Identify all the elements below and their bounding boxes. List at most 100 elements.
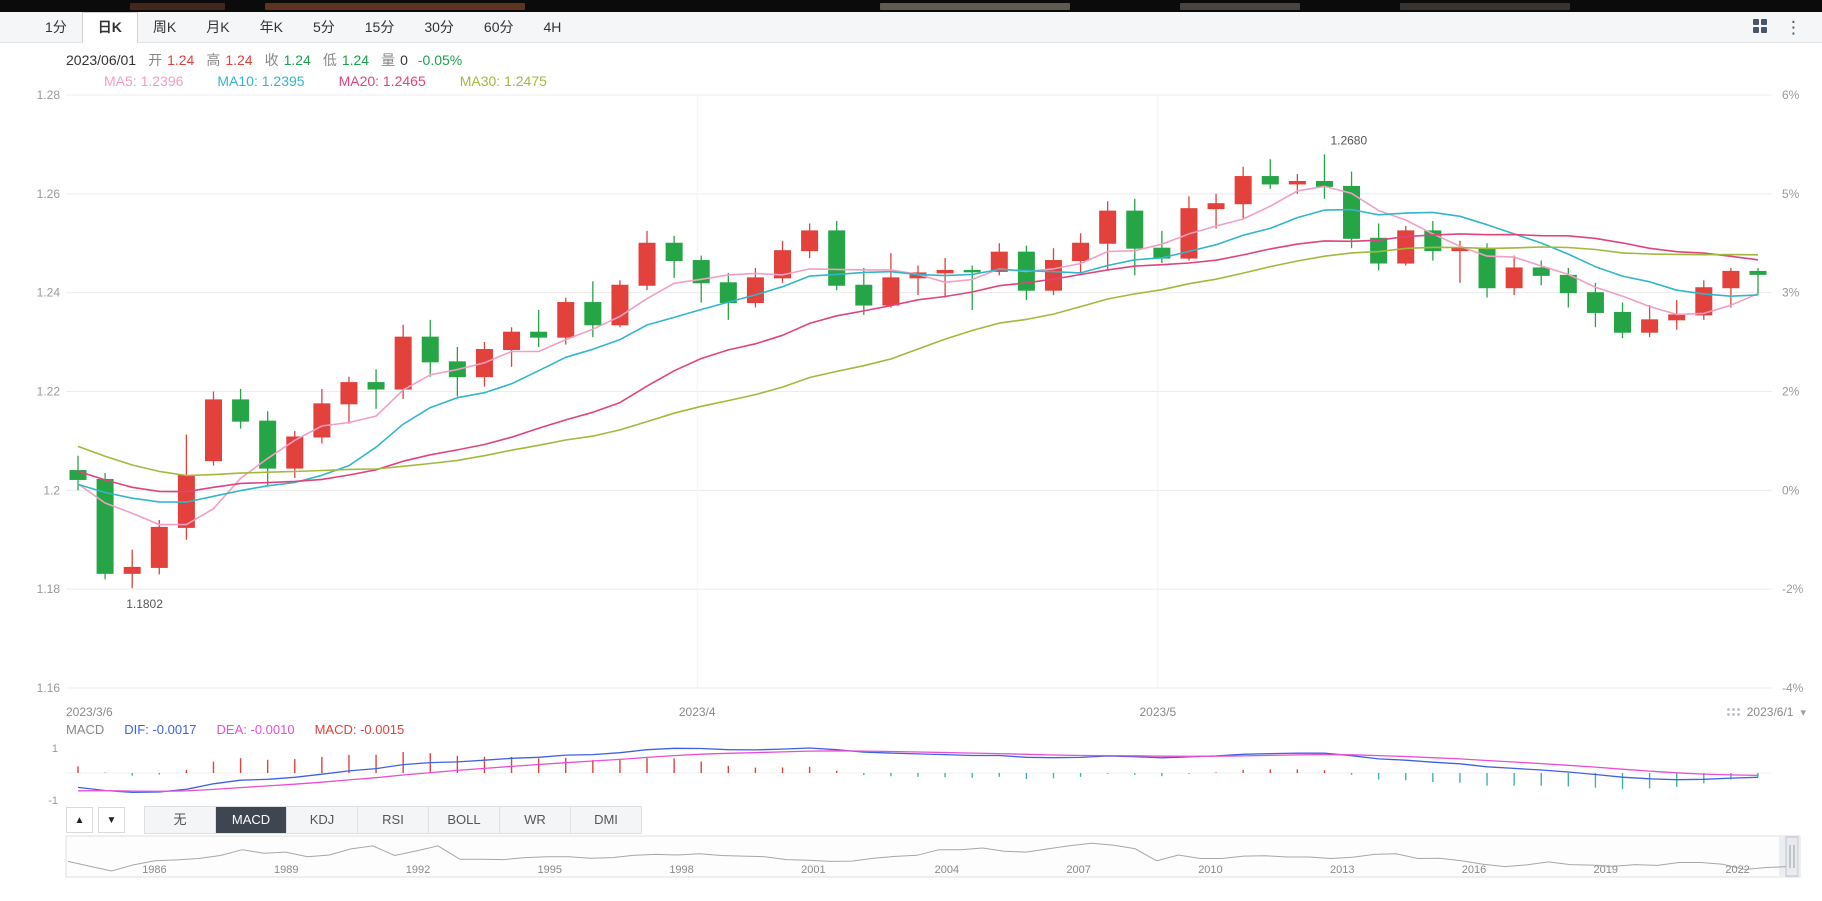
period-tab-9[interactable]: 60分 [483,18,514,35]
period-tab-7[interactable]: 15分 [364,18,395,35]
candle[interactable] [1072,233,1090,273]
candle-body [1668,314,1686,321]
candle[interactable] [1505,255,1523,296]
period-tab-1[interactable]: 1分 [45,18,67,35]
candle[interactable] [882,253,900,308]
candle[interactable] [1153,230,1171,264]
candle[interactable] [719,272,737,320]
candle[interactable] [584,281,602,338]
navigator-box[interactable] [65,835,1801,878]
axis-label: 1.26 [37,187,61,201]
navigator-line [67,842,1789,872]
candle[interactable] [232,389,250,429]
candle[interactable] [1451,240,1469,283]
candle[interactable] [1343,171,1361,249]
candle[interactable] [448,347,466,397]
candle[interactable] [1207,193,1225,229]
candle[interactable] [1288,174,1306,194]
candle[interactable] [855,267,873,315]
axis-label: 2023/3/6 [66,705,113,719]
candle[interactable] [1749,267,1767,296]
period-tabbar: 1分 日K 周K 月K 年K 5分 15分 30分 60分 4H ⋮ [0,11,1822,43]
candle[interactable] [1261,159,1279,189]
navigator-selection[interactable] [1779,837,1786,876]
candle[interactable] [530,309,548,348]
candle[interactable] [638,230,656,291]
candle[interactable] [96,473,114,580]
candle[interactable] [828,221,846,291]
candle[interactable] [421,319,439,377]
candle-body [692,260,710,284]
candle[interactable] [1397,225,1415,266]
candle[interactable] [1559,267,1577,308]
candle[interactable] [1641,305,1659,338]
caret-down-icon[interactable]: ▾ [1800,706,1806,719]
history-navigator[interactable]: 1986 1989 1992 1995 1998 2001 2004 2007 2010 2013… [65,835,1801,878]
candle[interactable] [1695,280,1713,320]
candle[interactable] [394,324,412,399]
candle[interactable] [1532,260,1550,286]
candle[interactable] [1126,198,1144,276]
quote-field-label: 高 [206,52,221,68]
candle[interactable] [1234,166,1252,219]
kebab-menu-icon[interactable]: ⋮ [1785,17,1802,37]
candle[interactable] [1370,223,1388,271]
candle[interactable] [1586,282,1604,328]
period-tab-10[interactable]: 4H [543,18,562,35]
candle[interactable] [123,549,141,589]
candle-body [475,348,493,378]
navigator-handle[interactable] [1785,836,1799,877]
candle[interactable] [503,327,521,367]
candle[interactable] [1099,201,1117,271]
layout-grid-icon[interactable] [1753,19,1769,35]
indicator-tab-BOLL[interactable]: BOLL [429,807,500,833]
drag-dots-icon[interactable] [1726,708,1740,716]
period-tab-3[interactable]: 周K [152,18,177,35]
period-tab-4[interactable]: 月K [206,18,230,35]
candle[interactable] [665,235,683,278]
candle[interactable] [340,376,358,424]
candle[interactable] [475,342,493,387]
period-tab-8[interactable]: 30分 [424,18,454,35]
candle[interactable] [1017,245,1035,301]
candle[interactable] [990,243,1008,276]
candle[interactable] [150,519,168,575]
candle[interactable] [1315,154,1333,199]
candle[interactable] [774,240,792,283]
candle[interactable] [801,223,819,259]
period-tab-6[interactable]: 5分 [312,18,335,35]
candle[interactable] [69,455,87,491]
candle[interactable] [259,411,277,486]
axis-label: -2% [1782,582,1804,596]
candle[interactable] [1180,196,1198,261]
indicator-tab-WR[interactable]: WR [500,807,571,833]
candle[interactable] [286,431,304,478]
candle[interactable] [1424,221,1442,261]
indicator-tab-无[interactable]: 无 [145,807,216,833]
candle[interactable] [1668,300,1686,330]
candle[interactable] [1044,248,1062,296]
candle[interactable] [611,280,629,328]
indicator-tab-RSI[interactable]: RSI [358,807,429,833]
period-tab-2[interactable]: 日K [81,11,138,43]
candle[interactable] [1614,302,1632,339]
candle[interactable] [909,265,927,296]
candle[interactable] [963,265,981,310]
candle[interactable] [367,369,385,409]
candle[interactable] [746,267,764,308]
candle[interactable] [177,434,195,540]
indicator-tab-DMI[interactable]: DMI [571,807,641,833]
candle[interactable] [313,389,331,444]
indicator-tab-MACD[interactable]: MACD [216,807,287,833]
period-tab-5[interactable]: 年K [259,18,283,35]
candle[interactable] [204,391,222,466]
candle[interactable] [692,255,710,303]
candle[interactable] [1722,267,1740,308]
arrow-down-button[interactable]: ▼ [98,807,125,833]
candle[interactable] [557,297,575,345]
quote-field-value: 1.24 [283,52,311,68]
arrow-up-button[interactable]: ▲ [66,807,93,833]
candle[interactable] [936,258,954,298]
indicator-tab-KDJ[interactable]: KDJ [287,807,358,833]
candle[interactable] [1478,243,1496,298]
